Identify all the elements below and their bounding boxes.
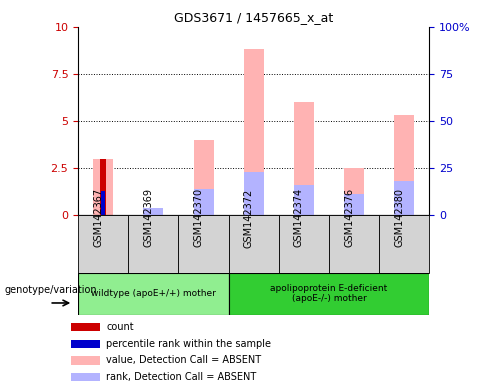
Text: apolipoprotein E-deficient
(apoE-/-) mother: apolipoprotein E-deficient (apoE-/-) mot… — [270, 284, 387, 303]
Bar — [344, 194, 364, 215]
Text: count: count — [106, 322, 134, 332]
Text: rank, Detection Call = ABSENT: rank, Detection Call = ABSENT — [106, 372, 257, 382]
Bar — [71, 373, 100, 381]
Text: GSM142380: GSM142380 — [394, 189, 405, 247]
Bar — [244, 172, 264, 215]
Bar — [143, 207, 163, 215]
Bar — [100, 159, 106, 215]
Text: GSM142369: GSM142369 — [143, 189, 153, 247]
Bar — [78, 273, 229, 315]
Text: GSM142367: GSM142367 — [93, 189, 103, 247]
Bar — [294, 185, 314, 215]
Bar — [71, 323, 100, 331]
Bar — [93, 159, 113, 215]
Text: value, Detection Call = ABSENT: value, Detection Call = ABSENT — [106, 356, 262, 366]
Bar — [394, 181, 414, 215]
Text: GSM142374: GSM142374 — [294, 189, 304, 247]
Bar — [194, 189, 214, 215]
Text: wildtype (apoE+/+) mother: wildtype (apoE+/+) mother — [91, 289, 216, 298]
Bar — [344, 168, 364, 215]
Bar — [394, 115, 414, 215]
Text: GSM142370: GSM142370 — [194, 189, 203, 247]
Bar — [379, 215, 429, 273]
Bar — [244, 50, 264, 215]
Bar — [229, 273, 429, 315]
Bar — [143, 209, 163, 215]
Bar — [179, 215, 229, 273]
Bar — [101, 190, 105, 215]
Bar — [78, 215, 128, 273]
Text: genotype/variation: genotype/variation — [5, 285, 98, 295]
Title: GDS3671 / 1457665_x_at: GDS3671 / 1457665_x_at — [174, 11, 333, 24]
Bar — [329, 215, 379, 273]
Bar — [71, 356, 100, 365]
Bar — [294, 102, 314, 215]
Text: percentile rank within the sample: percentile rank within the sample — [106, 339, 271, 349]
Text: GSM142376: GSM142376 — [344, 189, 354, 247]
Bar — [128, 215, 179, 273]
Bar — [229, 215, 279, 273]
Bar — [194, 140, 214, 215]
Bar — [279, 215, 329, 273]
Bar — [71, 340, 100, 348]
Text: GSM142372: GSM142372 — [244, 188, 254, 248]
